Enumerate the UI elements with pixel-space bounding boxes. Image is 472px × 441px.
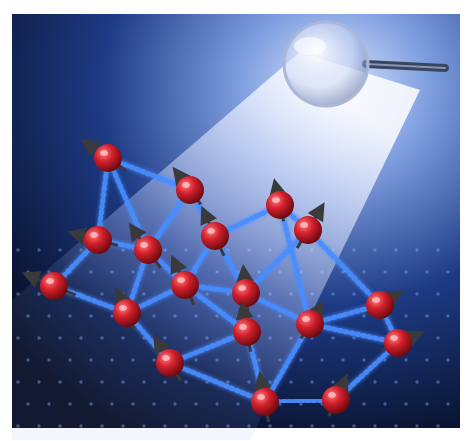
- spin-atom: [232, 264, 260, 312]
- spin-atom: [172, 166, 204, 206]
- spin-atom: [381, 329, 425, 357]
- spin-atom: [153, 335, 184, 382]
- spin-ball: [134, 236, 162, 264]
- spin-ball: [233, 318, 261, 346]
- spin-ball: [322, 386, 350, 414]
- spin-ball: [296, 310, 324, 338]
- bond-line: [277, 202, 313, 327]
- bond-line: [243, 227, 311, 296]
- spin-ball: [171, 271, 199, 299]
- spin-atom: [67, 226, 119, 254]
- spin-ball: [251, 388, 279, 416]
- spin-atom: [80, 138, 127, 172]
- spin-atom: [322, 373, 350, 417]
- spin-atom: [294, 202, 325, 249]
- spin-atom: [233, 301, 261, 353]
- spin-atom: [170, 254, 199, 306]
- spin-ball: [266, 191, 294, 219]
- spin-lattice: [21, 138, 425, 423]
- spin-atom: [266, 178, 294, 222]
- spin-ball: [176, 176, 204, 204]
- spin-ball: [232, 279, 260, 307]
- spin-atom: [364, 290, 404, 319]
- spin-atom: [21, 271, 77, 300]
- spin-atom: [200, 205, 229, 257]
- spin-ball: [94, 144, 122, 172]
- spin-ball: [294, 216, 322, 244]
- spin-ball: [40, 272, 68, 300]
- spin-ball: [201, 222, 229, 250]
- bond-line: [307, 321, 401, 346]
- spin-ball: [156, 349, 184, 377]
- bond-line: [167, 360, 268, 405]
- spin-ball: [84, 226, 112, 254]
- spin-atom: [251, 371, 279, 423]
- spin-ball: [384, 329, 412, 357]
- bond-line: [305, 227, 383, 308]
- spin-atom: [128, 222, 162, 269]
- spin-ball: [113, 299, 141, 327]
- spin-atom: [113, 286, 141, 330]
- magnifying-glass-icon: [282, 20, 449, 108]
- spin-ball: [366, 291, 394, 319]
- spin-atom: [296, 300, 325, 340]
